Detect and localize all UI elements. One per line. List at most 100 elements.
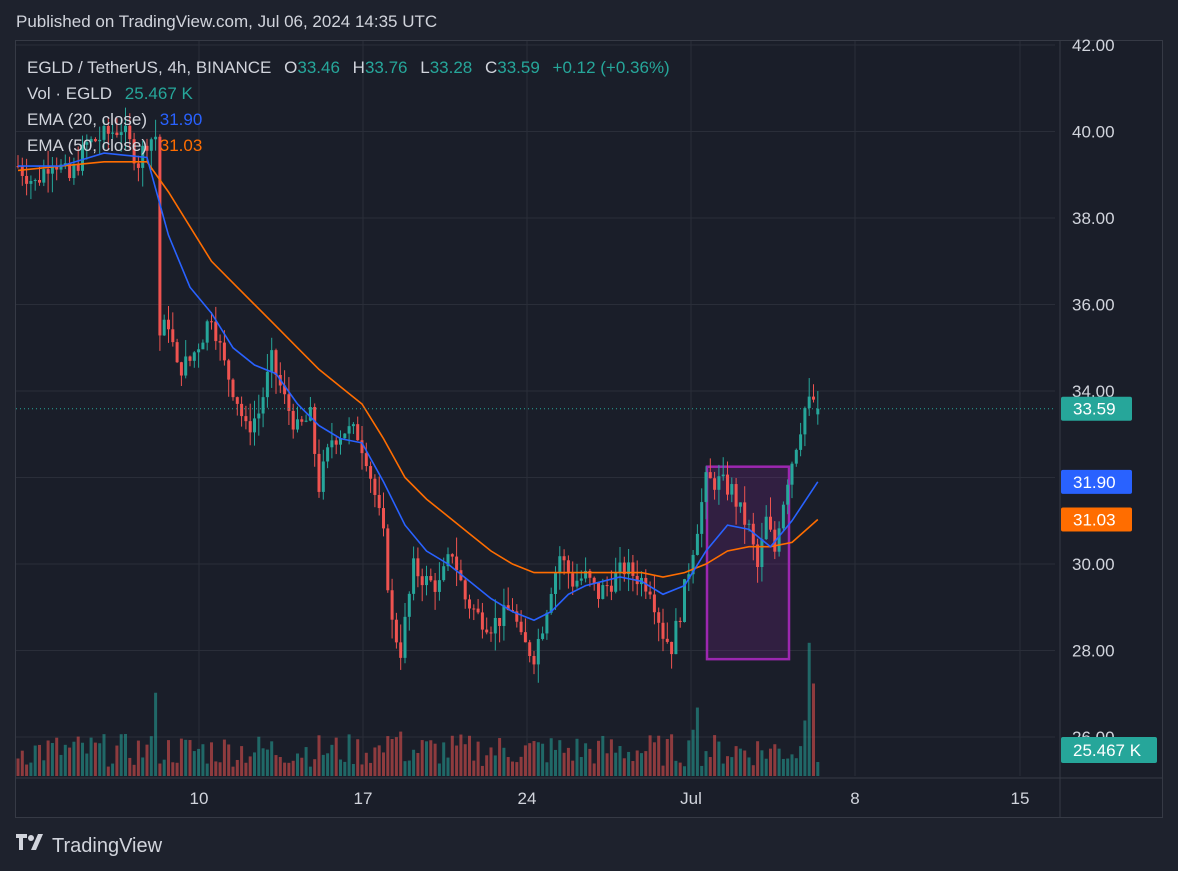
candle-body: [756, 544, 760, 567]
candle-body: [136, 163, 140, 168]
candle-body: [463, 580, 467, 600]
candle-body: [192, 352, 196, 361]
volume-bar: [536, 742, 540, 776]
volume-bar: [321, 754, 325, 776]
candle-body: [55, 165, 59, 170]
candle-body: [29, 181, 33, 184]
candle-body: [648, 591, 652, 595]
highlight-box[interactable]: [705, 465, 791, 661]
candle-body: [614, 572, 618, 592]
volume-bar: [747, 757, 751, 776]
volume-bar: [627, 751, 631, 776]
volume-bar: [283, 762, 287, 776]
candle-body: [162, 319, 166, 336]
volume-bar: [46, 740, 50, 776]
volume-bar: [523, 745, 527, 776]
volume-bar: [506, 757, 510, 776]
candle-body: [167, 319, 170, 330]
candle-body: [416, 558, 420, 577]
volume-bar: [812, 683, 815, 776]
volume-bar: [257, 736, 261, 776]
volume-bar: [622, 758, 626, 776]
candle-body: [291, 410, 295, 430]
volume-bar: [743, 750, 747, 776]
volume-bar: [386, 736, 390, 776]
volume-bar: [433, 743, 437, 776]
volume-bar: [25, 764, 29, 776]
volume-bar: [618, 746, 622, 776]
volume-bar: [455, 745, 459, 776]
volume-bar: [545, 762, 549, 776]
volume-bar: [201, 744, 205, 776]
chart-frame[interactable]: [15, 40, 1163, 818]
volume-bar: [588, 748, 592, 776]
legend-volume-row[interactable]: Vol · EGLD 25.467 K: [27, 81, 670, 107]
candle-body: [777, 528, 781, 552]
candle-body: [304, 420, 308, 422]
candle-body: [575, 580, 579, 587]
close-value: 33.59: [497, 58, 540, 77]
candle-body: [399, 642, 403, 658]
volume-bar: [786, 758, 790, 776]
candle-body: [364, 453, 368, 467]
ema20-label: EMA (20, close): [27, 110, 147, 129]
volume-bar: [149, 736, 153, 776]
candle-body: [227, 360, 231, 380]
candle-body: [132, 139, 136, 164]
volume-bar: [399, 731, 403, 776]
candle-body: [536, 638, 540, 665]
volume-bar: [425, 741, 428, 776]
candle-body: [106, 125, 110, 134]
volume-bar: [566, 747, 570, 776]
volume-bar: [670, 734, 674, 776]
volume-bar: [360, 764, 364, 776]
volume-bar: [179, 738, 183, 776]
candle-body: [373, 478, 377, 495]
candle-body: [695, 533, 699, 555]
candle-body: [683, 579, 686, 622]
candle-body: [661, 622, 665, 639]
candle-body: [111, 132, 115, 134]
change-value: +0.12 (+0.36%): [552, 58, 670, 77]
volume-bar: [704, 751, 708, 776]
ema20-line: [18, 152, 819, 622]
candle-body: [296, 419, 299, 430]
candle-body: [541, 633, 545, 639]
volume-bar: [773, 744, 777, 776]
candle-body: [412, 558, 416, 594]
candle-body: [287, 394, 291, 411]
candle-body: [670, 641, 674, 655]
candle-body: [799, 434, 803, 450]
candle-body: [657, 612, 661, 623]
volume-bar: [756, 741, 760, 776]
symbol-label[interactable]: EGLD / TetherUS, 4h, BINANCE: [27, 58, 272, 77]
candle-body: [713, 478, 717, 490]
volume-bar: [29, 762, 33, 776]
candle-body: [730, 484, 734, 495]
volume-bar: [472, 760, 476, 776]
legend-ema50-row[interactable]: EMA (50, close) 31.03: [27, 133, 670, 159]
volume-bar: [730, 757, 734, 776]
legend-ema20-row[interactable]: EMA (20, close) 31.90: [27, 107, 670, 133]
volume-bar: [549, 738, 553, 776]
time-tick-label: Jul: [680, 789, 702, 808]
tradingview-logo[interactable]: TradingView: [16, 834, 162, 858]
volume-bar: [790, 754, 794, 776]
volume-bar: [171, 762, 175, 776]
candle-body: [38, 179, 41, 183]
volume-bar: [377, 745, 381, 776]
volume-bar: [214, 761, 218, 776]
time-tick-label: 8: [850, 789, 859, 808]
candle-body: [674, 620, 678, 655]
time-tick-label: 15: [1011, 789, 1030, 808]
volume-label: Vol · EGLD: [27, 84, 113, 103]
candle-body: [769, 516, 772, 530]
candle-body: [437, 580, 441, 592]
volume-bar: [485, 755, 489, 776]
price-badge-label: 31.03: [1073, 510, 1116, 529]
candle-body: [549, 594, 553, 613]
price-badge: [1061, 507, 1132, 532]
volume-bar: [429, 740, 433, 776]
candle-body: [184, 356, 188, 376]
